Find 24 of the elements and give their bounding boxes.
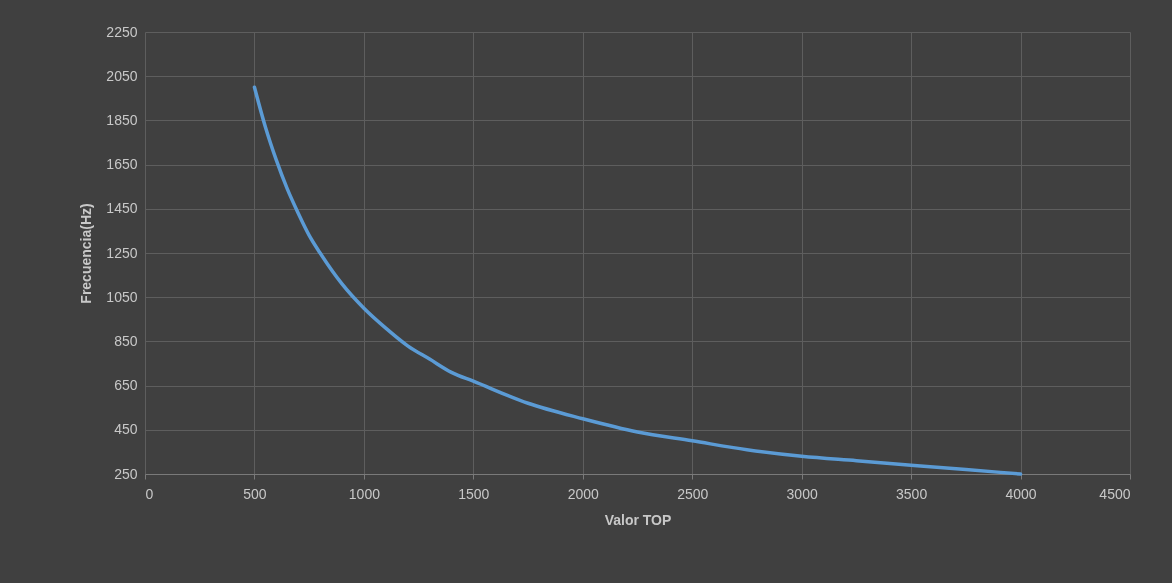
y-tick-label: 250 [114, 465, 138, 482]
x-tick-label: 500 [243, 485, 267, 502]
x-tick-label: 4000 [1005, 485, 1037, 502]
x-tick-label: 0 [145, 485, 154, 502]
y-tick-label: 1450 [106, 200, 138, 217]
y-tick-label: 450 [114, 421, 138, 438]
y-tick-label: 1050 [106, 288, 138, 305]
x-tick-label: 1500 [458, 485, 490, 502]
y-tick-label: 1850 [106, 111, 138, 128]
line-series [252, 85, 1023, 476]
x-tick-label: 4500 [1099, 485, 1131, 502]
x-tick-label: 1000 [348, 485, 381, 502]
x-tick-label: 3000 [786, 485, 818, 502]
y-tick-label: 1650 [106, 156, 138, 173]
y-axis-title: Frecuencia(Hz) [78, 203, 95, 304]
y-tick-label: 850 [114, 332, 138, 349]
x-tick-label: 2500 [677, 485, 709, 502]
y-tick-label: 2250 [106, 23, 138, 40]
x-tick-label: 2000 [567, 485, 600, 502]
x-axis-title: Valor TOP [604, 511, 672, 528]
y-tick-label: 2050 [106, 67, 138, 84]
y-tick-label: 650 [114, 377, 138, 394]
y-tick-label: 1250 [106, 244, 138, 261]
x-tick-label: 3500 [896, 485, 928, 502]
